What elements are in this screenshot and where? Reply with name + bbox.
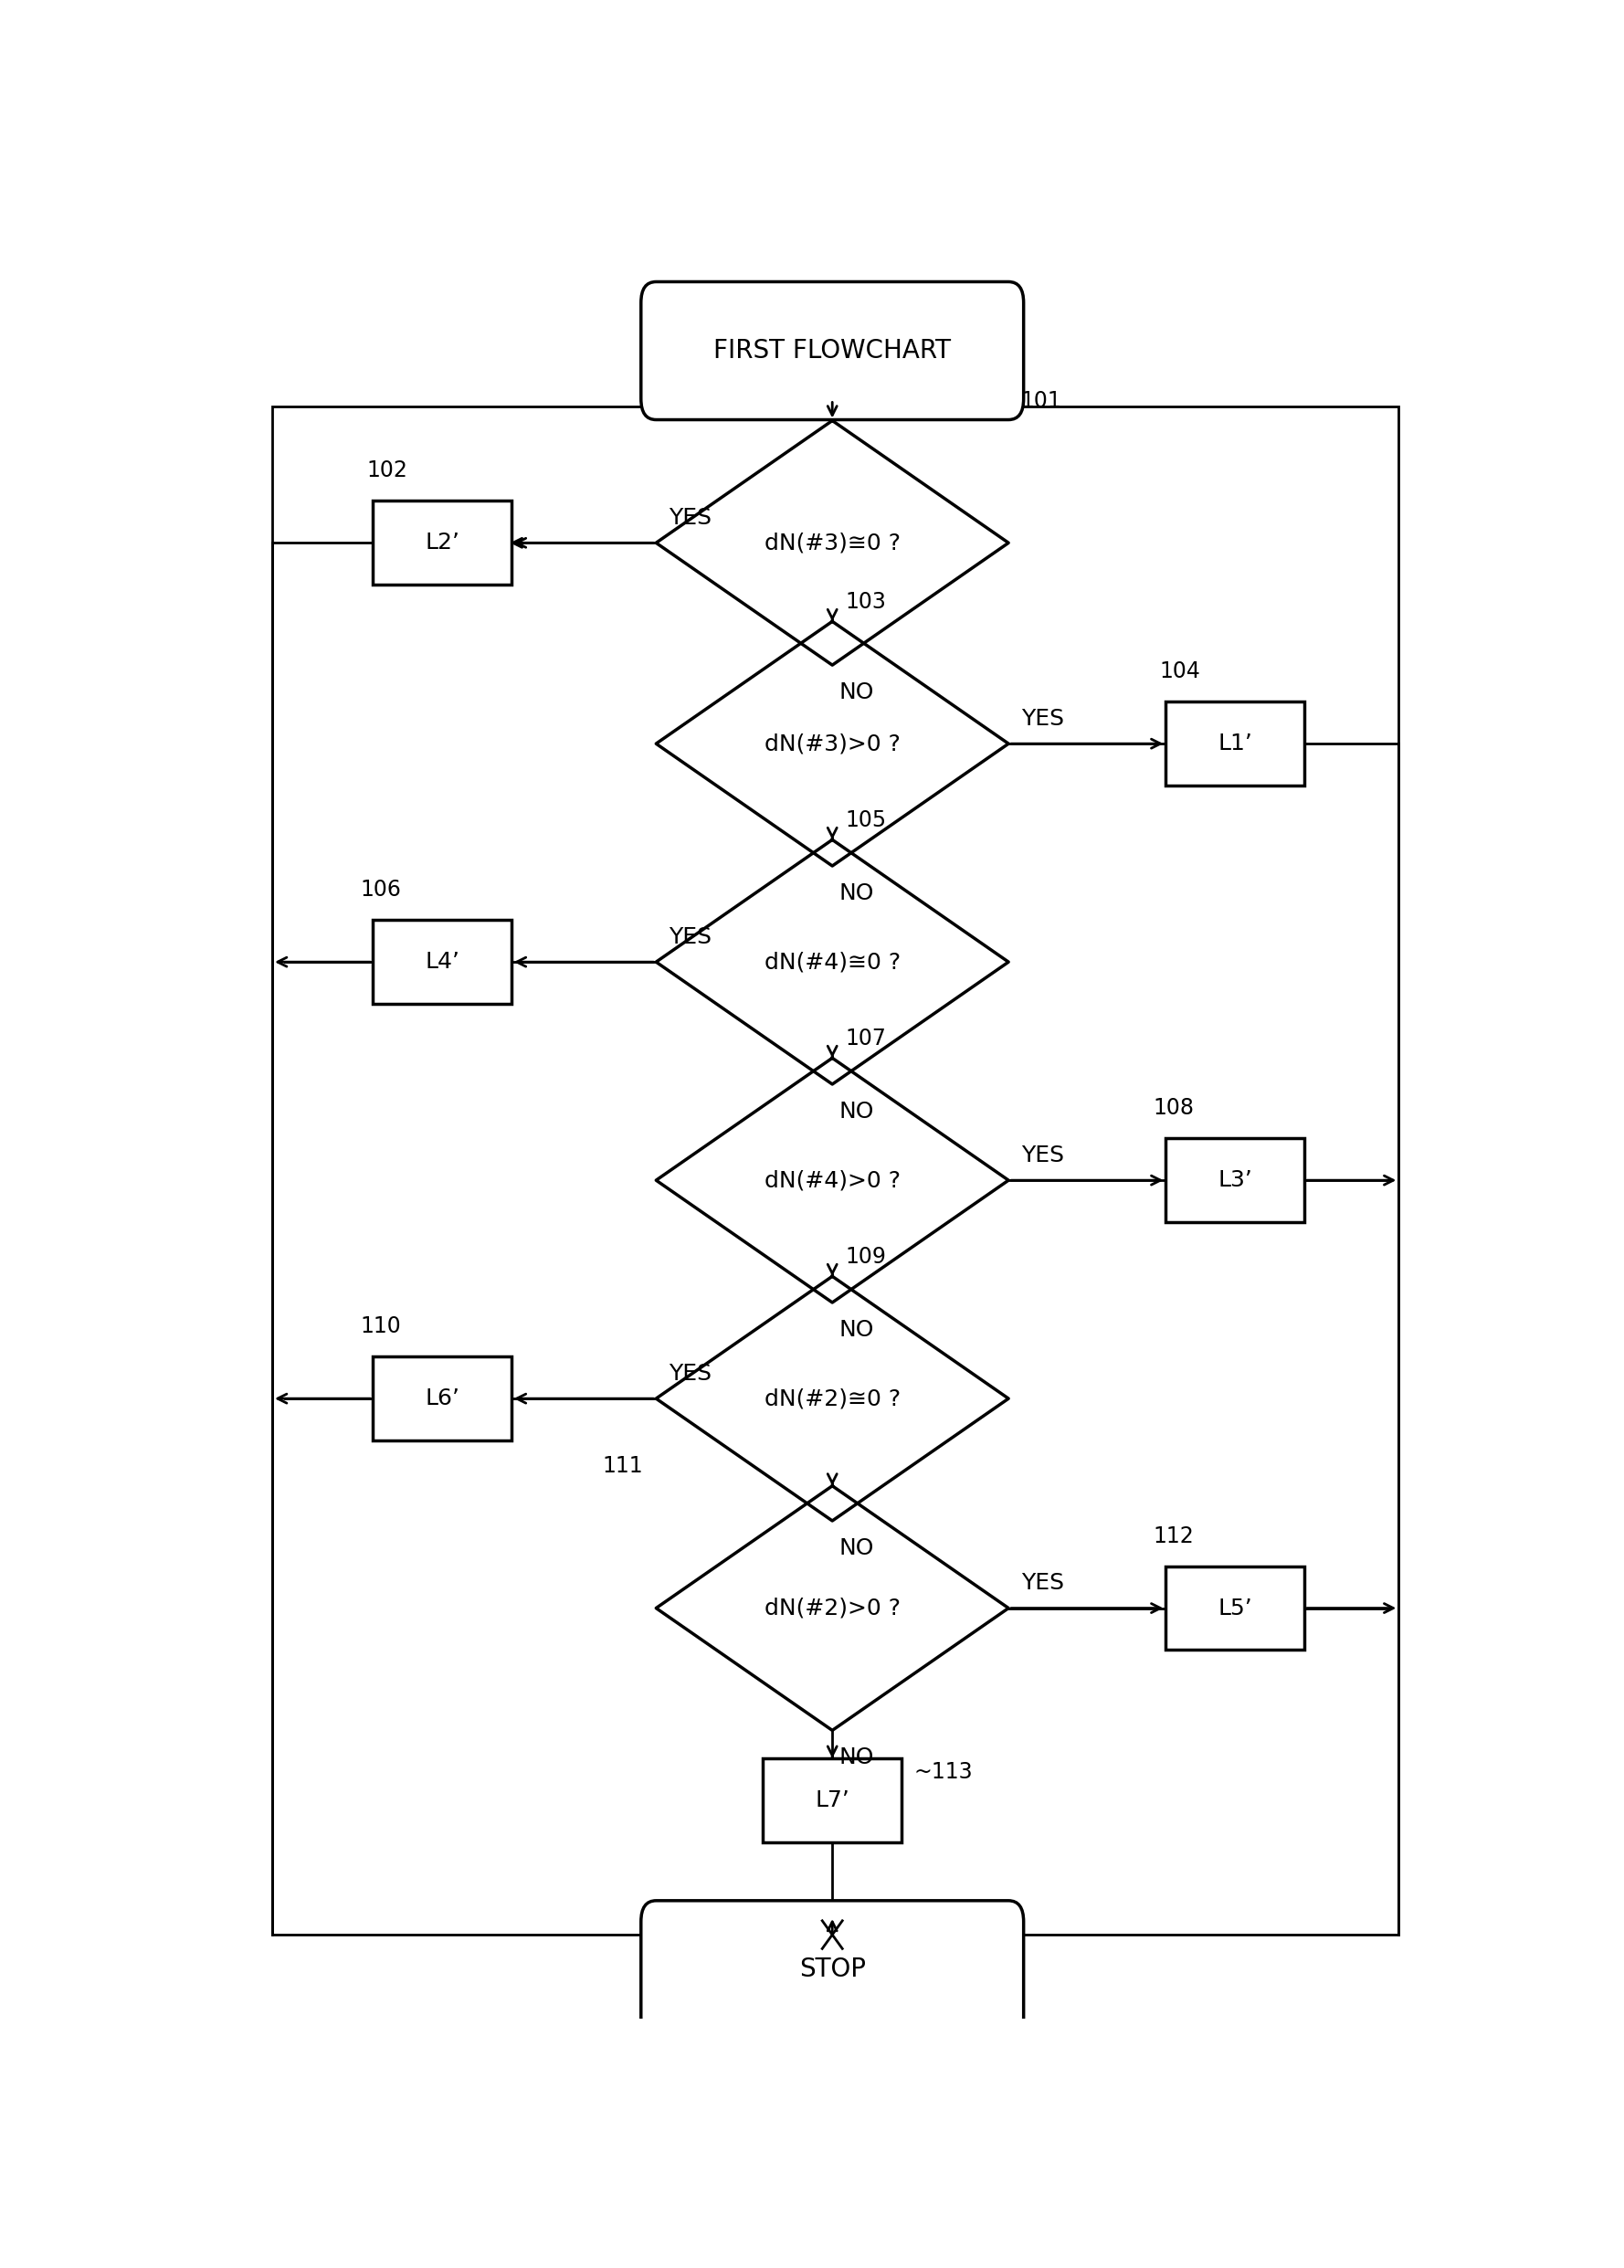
Bar	[763, 1758, 901, 1842]
FancyBboxPatch shape	[641, 1901, 1023, 2039]
Text: 107: 107	[844, 1027, 885, 1050]
Text: YES: YES	[1021, 1145, 1064, 1166]
Text: NO: NO	[838, 1100, 874, 1123]
Text: FIRST FLOWCHART: FIRST FLOWCHART	[713, 338, 952, 363]
Text: 102: 102	[367, 460, 408, 481]
Text: 104: 104	[1160, 660, 1200, 683]
Text: NO: NO	[838, 1746, 874, 1769]
Polygon shape	[656, 1057, 1009, 1302]
Bar	[1166, 701, 1304, 785]
Text: dN(#4)>0 ?: dN(#4)>0 ?	[765, 1170, 900, 1191]
Polygon shape	[656, 1486, 1009, 1730]
Text: L3’: L3’	[1218, 1170, 1252, 1191]
Bar	[374, 921, 512, 1005]
Text: 111: 111	[603, 1456, 643, 1476]
Text: dN(#4)≅0 ?: dN(#4)≅0 ?	[765, 950, 900, 973]
Text: L6’: L6’	[425, 1388, 460, 1408]
Text: NO: NO	[838, 1538, 874, 1558]
Text: 105: 105	[844, 810, 887, 830]
Polygon shape	[656, 1277, 1009, 1522]
Polygon shape	[656, 420, 1009, 665]
Text: L7’: L7’	[815, 1789, 849, 1812]
Text: YES: YES	[1021, 1572, 1064, 1594]
Text: 101: 101	[1021, 390, 1062, 413]
FancyBboxPatch shape	[641, 281, 1023, 420]
Text: YES: YES	[669, 1363, 711, 1383]
Text: L1’: L1’	[1218, 733, 1252, 755]
Bar	[1166, 1139, 1304, 1222]
Text: dN(#3)>0 ?: dN(#3)>0 ?	[765, 733, 900, 755]
Text: L2’: L2’	[425, 533, 460, 553]
Text: YES: YES	[669, 508, 711, 528]
Polygon shape	[656, 621, 1009, 866]
Text: NO: NO	[838, 1320, 874, 1340]
Text: dN(#2)≅0 ?: dN(#2)≅0 ?	[765, 1388, 900, 1408]
Text: STOP: STOP	[799, 1957, 866, 1982]
Text: 112: 112	[1153, 1524, 1194, 1547]
Bar	[1166, 1567, 1304, 1651]
Text: L5’: L5’	[1218, 1597, 1252, 1619]
Text: YES: YES	[669, 925, 711, 948]
Text: 109: 109	[844, 1245, 885, 1268]
Text: NO: NO	[838, 683, 874, 703]
Bar	[374, 501, 512, 585]
Text: YES: YES	[1021, 708, 1064, 730]
Text: ~113: ~113	[914, 1760, 973, 1783]
Text: dN(#2)>0 ?: dN(#2)>0 ?	[765, 1597, 900, 1619]
Text: 110: 110	[361, 1315, 401, 1338]
Text: 106: 106	[361, 880, 401, 900]
Text: 103: 103	[844, 590, 885, 612]
Text: 108: 108	[1153, 1098, 1194, 1118]
Text: L4’: L4’	[425, 950, 460, 973]
Text: NO: NO	[838, 882, 874, 905]
Bar	[273, 406, 1398, 1935]
Text: dN(#3)≅0 ?: dN(#3)≅0 ?	[765, 533, 900, 553]
Polygon shape	[656, 839, 1009, 1084]
Bar	[374, 1356, 512, 1440]
